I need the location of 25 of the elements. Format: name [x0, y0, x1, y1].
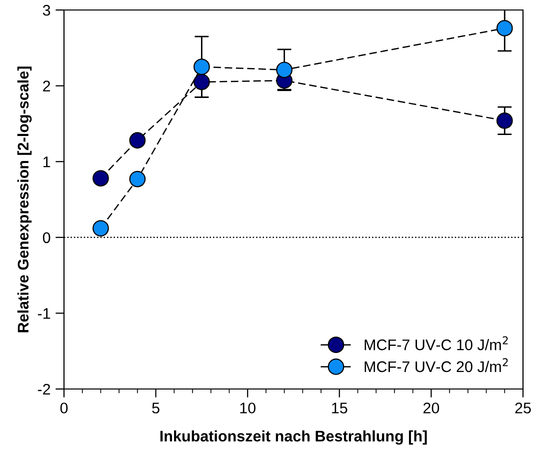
y-tick-label: 2: [43, 80, 50, 92]
point: [194, 74, 210, 90]
x-tick-label: 10: [240, 402, 256, 414]
x-tick-label: 5: [152, 402, 160, 414]
x-axis-title: Inkubationszeit nach Bestrahlung [h]: [160, 430, 427, 445]
point: [92, 170, 109, 186]
point: [496, 112, 513, 129]
x-tick-label: 20: [423, 402, 440, 414]
point: [129, 170, 146, 188]
x-tick-label: 0: [60, 402, 68, 414]
y-tick-label: -1: [38, 308, 50, 319]
y-tick-label: 3: [42, 4, 50, 16]
point: [129, 132, 146, 149]
point: [496, 20, 513, 36]
y-tick-label: -2: [38, 384, 50, 395]
point: [92, 220, 109, 236]
point: [194, 58, 210, 76]
legend-label: MCF-7 UV-C 10 J/m$^{2}$: [364, 336, 508, 350]
y-tick-label: 0: [42, 232, 50, 244]
x-tick-label: 15: [332, 402, 348, 414]
x-tick-label: 25: [515, 402, 531, 414]
y-axis-title: Relative Genexpression [2-log-scale]: [17, 66, 32, 332]
legend-label: MCF-7 UV-C 20 J/m$^{2}$: [364, 358, 508, 372]
point: [276, 62, 293, 78]
y-tick-label: 1: [43, 156, 50, 168]
